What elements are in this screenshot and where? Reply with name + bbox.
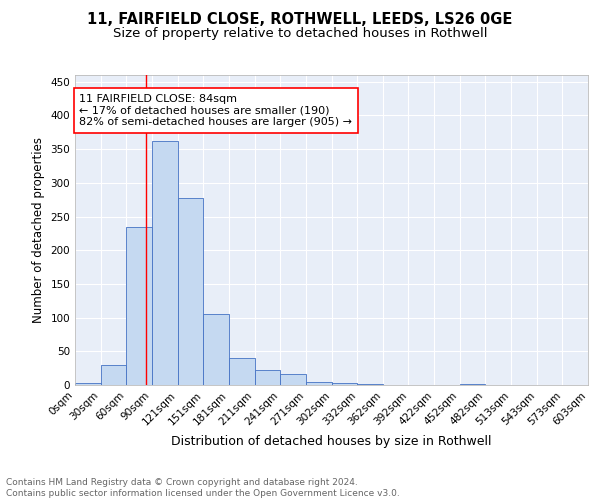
Bar bbox=[305, 382, 332, 385]
Text: Contains HM Land Registry data © Crown copyright and database right 2024.
Contai: Contains HM Land Registry data © Crown c… bbox=[6, 478, 400, 498]
Bar bbox=[358, 384, 383, 385]
Bar bbox=[254, 370, 280, 385]
Bar bbox=[126, 226, 152, 385]
Bar bbox=[101, 365, 126, 385]
X-axis label: Distribution of detached houses by size in Rothwell: Distribution of detached houses by size … bbox=[171, 435, 492, 448]
Bar bbox=[280, 374, 305, 385]
Bar bbox=[229, 358, 254, 385]
Bar bbox=[152, 141, 178, 385]
Y-axis label: Number of detached properties: Number of detached properties bbox=[32, 137, 45, 323]
Text: 11 FAIRFIELD CLOSE: 84sqm
← 17% of detached houses are smaller (190)
82% of semi: 11 FAIRFIELD CLOSE: 84sqm ← 17% of detac… bbox=[79, 94, 352, 127]
Bar bbox=[75, 383, 101, 385]
Bar bbox=[203, 314, 229, 385]
Bar bbox=[460, 384, 485, 385]
Bar bbox=[178, 198, 203, 385]
Text: Size of property relative to detached houses in Rothwell: Size of property relative to detached ho… bbox=[113, 28, 487, 40]
Text: 11, FAIRFIELD CLOSE, ROTHWELL, LEEDS, LS26 0GE: 11, FAIRFIELD CLOSE, ROTHWELL, LEEDS, LS… bbox=[88, 12, 512, 28]
Bar bbox=[332, 383, 358, 385]
